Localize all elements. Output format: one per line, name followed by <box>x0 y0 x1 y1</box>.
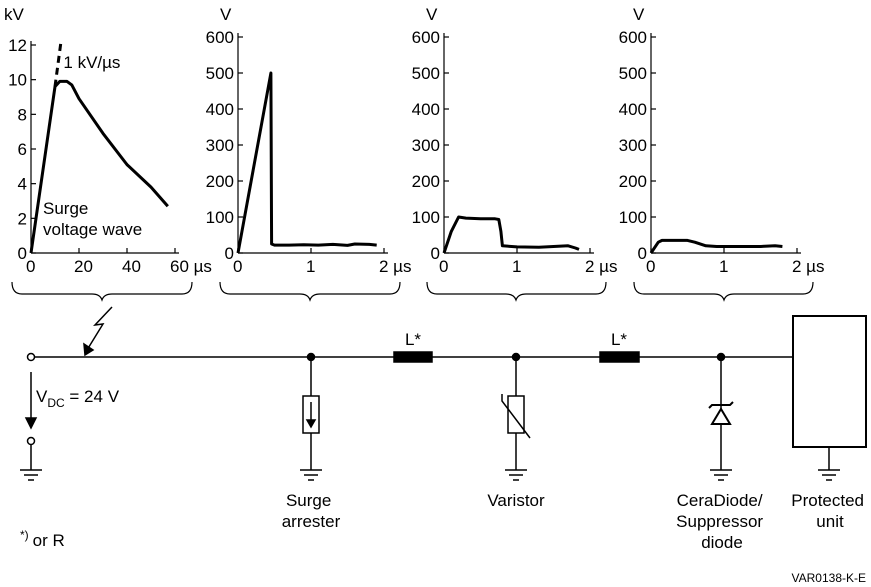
input-terminal-lower <box>26 436 36 446</box>
y-tick-label: 400 <box>206 100 234 119</box>
series-line-1 <box>649 238 783 254</box>
y-tick-label: 12 <box>8 36 27 55</box>
ground-symbol-input <box>20 469 42 481</box>
suppressor-diode-symbol <box>710 407 732 425</box>
y-tick-label: 2 <box>18 209 27 228</box>
annotation-voltage-wave: voltage wave <box>43 220 142 239</box>
annotation-surge: Surge <box>43 199 88 218</box>
y-tick-label: 600 <box>412 28 440 47</box>
y-tick-label: 400 <box>412 100 440 119</box>
x-tick-label: 2 µs <box>585 257 617 276</box>
y-tick-label: 500 <box>412 64 440 83</box>
x-tick-label: 1 <box>512 257 521 276</box>
ground-symbol-arrester <box>300 469 322 481</box>
ceradiode-label: CeraDiode/ Suppressor diode <box>676 491 768 552</box>
y-unit-label: kV <box>4 5 25 24</box>
x-tick-label: 0 <box>439 257 448 276</box>
chart-2: V 0 100 200 300 400 500 600 0 1 2 µs <box>206 5 412 276</box>
x-tick-label: 40 <box>122 257 141 276</box>
inductor-1-label: L* <box>405 330 421 349</box>
varistor-slash <box>501 394 531 439</box>
annotation-rate: 1 kV/µs <box>63 53 120 72</box>
chart-1: kV 0 2 4 6 8 10 12 0 20 40 60 µs 1 kV/µs Surge voltage… <box>4 5 212 276</box>
x-tick-label: 1 <box>719 257 728 276</box>
inductor-2-symbol <box>599 351 640 363</box>
y-tick-label: 6 <box>18 140 27 159</box>
y-unit-label: V <box>633 5 645 24</box>
x-tick-label: 2 µs <box>792 257 824 276</box>
chart-braces <box>11 281 814 302</box>
input-terminal <box>26 352 36 362</box>
protected-unit-label: Protected unit <box>791 491 869 531</box>
surge-arrester-label: Surge arrester <box>282 491 341 531</box>
y-tick-label: 0 <box>18 244 27 263</box>
series-line-1 <box>442 215 580 254</box>
y-tick-label: 300 <box>619 136 647 155</box>
y-tick-label: 0 <box>431 244 440 263</box>
vdc-arrow-head <box>24 417 38 430</box>
brace-1 <box>11 281 193 302</box>
x-tick-label: 0 <box>26 257 35 276</box>
y-tick-label: 8 <box>18 105 27 124</box>
inductor-1-symbol <box>393 351 433 363</box>
y-unit-label: V <box>220 5 232 24</box>
chart-4: V 0 100 200 300 400 500 600 0 1 2 µs <box>619 5 825 276</box>
y-tick-label: 4 <box>18 175 27 194</box>
y-tick-label: 100 <box>412 208 440 227</box>
brace-4 <box>633 281 814 302</box>
series-line-1 <box>236 71 377 254</box>
inductor-2-label: L* <box>611 330 627 349</box>
series-line-1 <box>29 79 169 254</box>
chart-3: V 0 100 200 300 400 500 600 0 1 2 µs <box>412 5 618 276</box>
x-tick-label: 2 µs <box>379 257 411 276</box>
vdc-label: VDC = 24 V <box>36 387 120 410</box>
x-tick-label: 0 <box>646 257 655 276</box>
y-tick-label: 100 <box>619 208 647 227</box>
lightning-icon <box>86 306 113 351</box>
y-tick-label: 300 <box>412 136 440 155</box>
series-line-2 <box>53 41 63 87</box>
footnote: *) or R <box>20 528 65 550</box>
x-tick-label: 20 <box>74 257 93 276</box>
y-tick-label: 100 <box>206 208 234 227</box>
circuit <box>20 306 867 481</box>
y-tick-label: 300 <box>206 136 234 155</box>
y-tick-label: 600 <box>206 28 234 47</box>
diode-bar <box>708 401 734 409</box>
y-tick-label: 0 <box>225 244 234 263</box>
y-unit-label: V <box>426 5 438 24</box>
protected-unit-box <box>792 315 867 448</box>
brace-3 <box>426 281 607 302</box>
x-tick-label: 0 <box>233 257 242 276</box>
y-tick-label: 200 <box>619 172 647 191</box>
y-tick-label: 400 <box>619 100 647 119</box>
y-tick-label: 200 <box>206 172 234 191</box>
ground-symbol-diode <box>710 469 732 481</box>
y-tick-label: 10 <box>8 71 27 90</box>
varistor-label: Varistor <box>487 491 545 510</box>
x-tick-label: 60 µs <box>170 257 212 276</box>
figure-id: VAR0138-K-E <box>792 571 866 585</box>
ground-symbol-varistor <box>505 469 527 481</box>
x-tick-label: 1 <box>306 257 315 276</box>
y-tick-label: 0 <box>638 244 647 263</box>
y-tick-label: 600 <box>619 28 647 47</box>
y-tick-label: 500 <box>206 64 234 83</box>
y-tick-label: 500 <box>619 64 647 83</box>
brace-2 <box>219 281 401 302</box>
lightning-arrow-head <box>83 342 95 357</box>
ground-symbol-unit <box>818 469 840 481</box>
y-tick-label: 200 <box>412 172 440 191</box>
